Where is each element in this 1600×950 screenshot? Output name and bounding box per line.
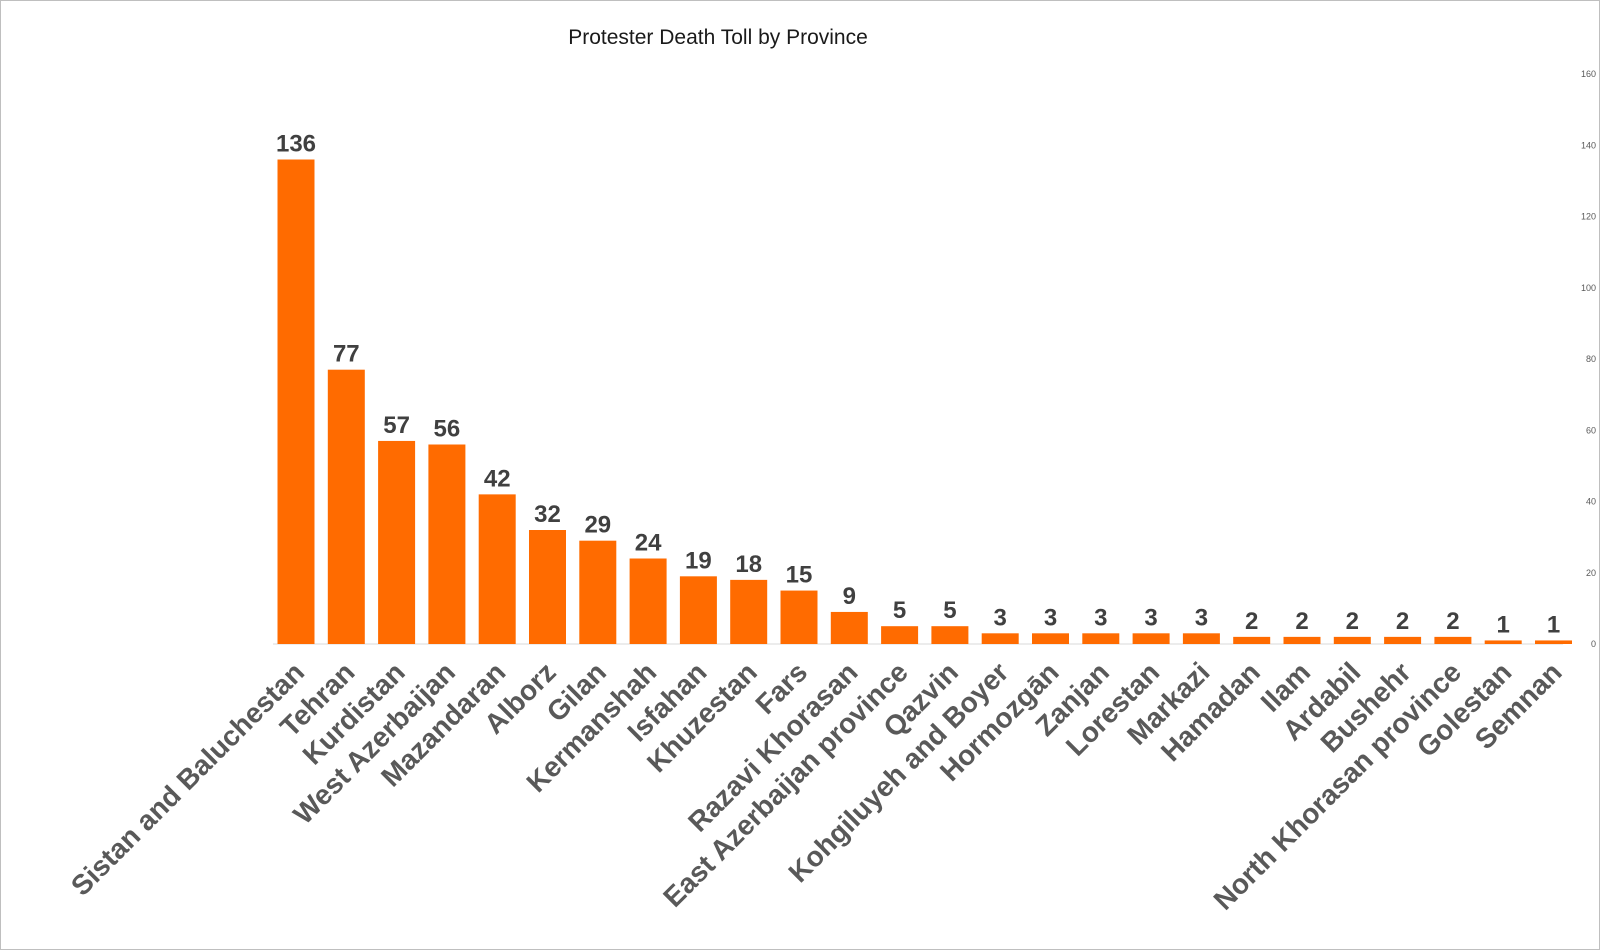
bar	[1384, 636, 1422, 644]
bar-value-label: 3	[1044, 604, 1057, 631]
bar-value-label: 3	[994, 604, 1007, 631]
bar	[1132, 633, 1170, 644]
bar	[730, 579, 768, 644]
y-tick-label: 60	[1586, 425, 1596, 435]
bar-value-label: 3	[1195, 604, 1208, 631]
bar-value-label: 15	[786, 562, 813, 589]
y-tick-label: 0	[1591, 639, 1596, 649]
bar	[478, 494, 516, 644]
bar-value-label: 24	[635, 530, 662, 557]
y-tick-label: 160	[1581, 69, 1596, 79]
bar	[1182, 633, 1220, 644]
category-labels-group: Sistan and BaluchestanTehranKurdistanWes…	[65, 656, 1568, 916]
y-tick-label: 120	[1581, 212, 1596, 222]
bar-value-label: 29	[584, 512, 611, 539]
bar	[780, 590, 818, 644]
bar-value-label: 18	[735, 551, 762, 578]
bar	[378, 440, 416, 644]
bars-group	[277, 159, 1572, 644]
y-tick-label: 20	[1586, 568, 1596, 578]
bar	[529, 530, 566, 644]
bar	[579, 540, 617, 644]
bar-value-label: 2	[1396, 608, 1409, 635]
bar-value-label: 42	[484, 465, 511, 492]
bar	[428, 444, 466, 644]
bar	[679, 576, 717, 644]
bar-value-label: 9	[843, 583, 856, 610]
y-tick-label: 80	[1586, 354, 1596, 364]
bar-value-label: 77	[333, 341, 360, 368]
bar-value-label: 136	[276, 131, 316, 158]
category-label: Sistan and Baluchestan	[65, 656, 310, 901]
y-tick-label: 40	[1586, 497, 1596, 507]
bar-value-label: 32	[534, 501, 561, 528]
bar-value-label: 1	[1497, 611, 1510, 638]
bar-value-label: 2	[1346, 608, 1359, 635]
bar	[327, 369, 365, 644]
bar-value-label: 19	[685, 547, 712, 574]
bar	[1032, 633, 1069, 644]
bar	[830, 611, 868, 644]
bar	[1535, 640, 1572, 644]
bar	[931, 626, 969, 644]
bar-value-label: 2	[1295, 608, 1308, 635]
y-tick-label: 100	[1581, 283, 1596, 293]
bar-value-label: 1	[1547, 611, 1560, 638]
bar-value-label: 2	[1446, 608, 1459, 635]
bar	[277, 159, 315, 644]
bar	[1333, 636, 1371, 644]
bar	[1082, 633, 1120, 644]
bar-value-label: 56	[434, 416, 461, 443]
bar-value-label: 5	[943, 597, 956, 624]
bar-value-label: 2	[1245, 608, 1258, 635]
bar	[1434, 636, 1472, 644]
chart-title: Protester Death Toll by Province	[568, 26, 868, 49]
y-axis: 0 20 40 60 80 100 120 140 160	[1581, 69, 1596, 649]
bar-value-label: 5	[893, 597, 906, 624]
bar-value-label: 57	[383, 412, 410, 439]
bar-value-label: 3	[1144, 604, 1157, 631]
bar-value-label: 3	[1094, 604, 1107, 631]
bar	[1233, 636, 1271, 644]
bar	[881, 626, 919, 644]
bar	[1283, 636, 1321, 644]
bar	[981, 633, 1019, 644]
y-tick-label: 140	[1581, 140, 1596, 150]
bar	[629, 558, 667, 644]
bar	[1484, 640, 1522, 644]
